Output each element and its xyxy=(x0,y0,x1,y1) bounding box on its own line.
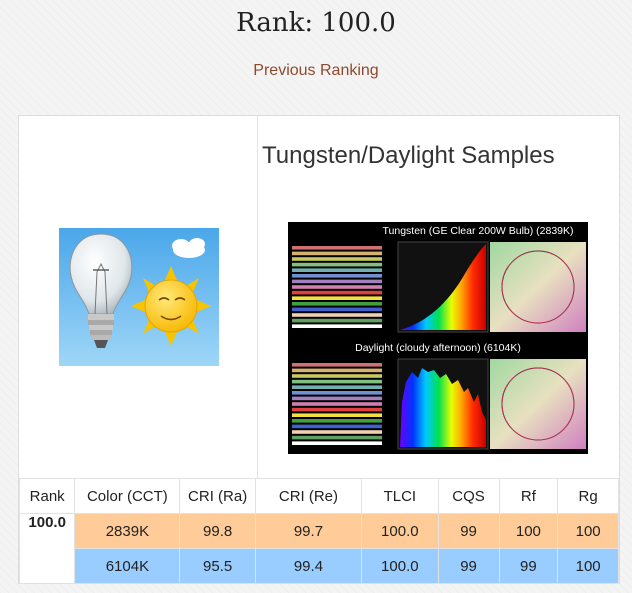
chart-top-title: Tungsten (GE Clear 200W Bulb) (2839K) xyxy=(382,225,573,237)
page-title: Rank: 100.0 xyxy=(236,8,396,38)
cell-rf: 99 xyxy=(498,548,559,584)
color-sample-swatch xyxy=(292,302,382,306)
header-color-cct: Color (CCT) xyxy=(74,478,181,514)
color-sample-swatch xyxy=(292,274,382,278)
header-cri-ra: CRI (Ra) xyxy=(179,478,256,514)
header-rf: Rf xyxy=(498,478,559,514)
metrics-table: Rank Color (CCT) CRI (Ra) CRI (Re) TLCI … xyxy=(18,478,619,584)
color-sample-swatch xyxy=(292,251,382,256)
cell-rf: 100 xyxy=(498,513,559,549)
rank-value: 100.0 xyxy=(18,513,76,584)
cell-cqs: 99 xyxy=(437,548,500,584)
color-sample-swatch xyxy=(292,441,382,445)
color-sample-swatch xyxy=(292,368,382,373)
sample-title: Tungsten/Daylight Samples xyxy=(262,142,555,169)
cell-cri-ra: 99.8 xyxy=(179,513,256,549)
cell-cri-re: 99.4 xyxy=(254,548,363,584)
ranking-card: Tungsten/Daylight Samples xyxy=(18,115,620,584)
header-rank: Rank xyxy=(18,478,76,514)
cell-tlci: 100.0 xyxy=(361,513,439,549)
color-sample-swatch xyxy=(292,363,382,367)
header-rg: Rg xyxy=(557,478,619,514)
table-row: 100.0 2839K 99.8 99.7 100.0 99 100 100 xyxy=(18,513,619,584)
cell-tlci: 100.0 xyxy=(361,548,439,584)
color-sample-swatch xyxy=(292,402,382,406)
header-cri-re: CRI (Re) xyxy=(254,478,363,514)
color-sample-swatch xyxy=(292,290,382,295)
color-sample-swatch xyxy=(292,430,382,434)
color-sample-swatch xyxy=(292,413,382,417)
color-sample-swatch xyxy=(292,419,382,423)
image-cell xyxy=(19,116,257,478)
color-sample-swatch xyxy=(292,385,382,389)
cell-cri-re: 99.7 xyxy=(254,513,363,549)
cell-cct: 2839K xyxy=(74,513,181,549)
color-sample-swatch xyxy=(292,391,382,395)
cell-cqs: 99 xyxy=(437,513,500,549)
bottom-swatches xyxy=(292,363,382,445)
color-sample-swatch xyxy=(292,262,382,267)
color-sample-swatch xyxy=(292,379,382,384)
previous-ranking-link[interactable]: Previous Ranking xyxy=(253,62,379,79)
cell-rg: 100 xyxy=(557,513,619,549)
cell-rg: 100 xyxy=(557,548,619,584)
cell-cct: 6104K xyxy=(74,548,181,584)
spectrum-comparison-chart: Tungsten (GE Clear 200W Bulb) (2839K) Da… xyxy=(288,222,588,454)
top-swatches xyxy=(292,246,382,328)
header-cqs: CQS xyxy=(437,478,500,514)
color-sample-swatch xyxy=(292,374,382,378)
color-sample-swatch xyxy=(292,396,382,401)
sample-cell: Tungsten/Daylight Samples xyxy=(258,116,619,478)
cell-cri-ra: 95.5 xyxy=(179,548,256,584)
color-sample-swatch xyxy=(292,268,382,272)
column-divider xyxy=(257,116,258,478)
color-sample-swatch xyxy=(292,324,382,328)
color-sample-swatch xyxy=(292,285,382,289)
bulb-and-sun-image xyxy=(59,228,219,366)
color-sample-swatch xyxy=(292,313,382,317)
table-row: 6104K 95.5 99.4 100.0 99 99 100 xyxy=(20,548,619,584)
color-sample-swatch xyxy=(292,246,382,250)
color-sample-swatch xyxy=(292,307,382,312)
color-sample-swatch xyxy=(292,318,382,323)
color-sample-swatch xyxy=(292,296,382,300)
color-sample-swatch xyxy=(292,435,382,440)
color-sample-swatch xyxy=(292,257,382,261)
header-tlci: TLCI xyxy=(361,478,439,514)
chart-bottom-title: Daylight (cloudy afternoon) (6104K) xyxy=(355,342,521,354)
color-sample-swatch xyxy=(292,279,382,284)
table-header-row: Rank Color (CCT) CRI (Ra) CRI (Re) TLCI … xyxy=(18,478,619,514)
color-sample-swatch xyxy=(292,407,382,412)
color-sample-swatch xyxy=(292,424,382,429)
